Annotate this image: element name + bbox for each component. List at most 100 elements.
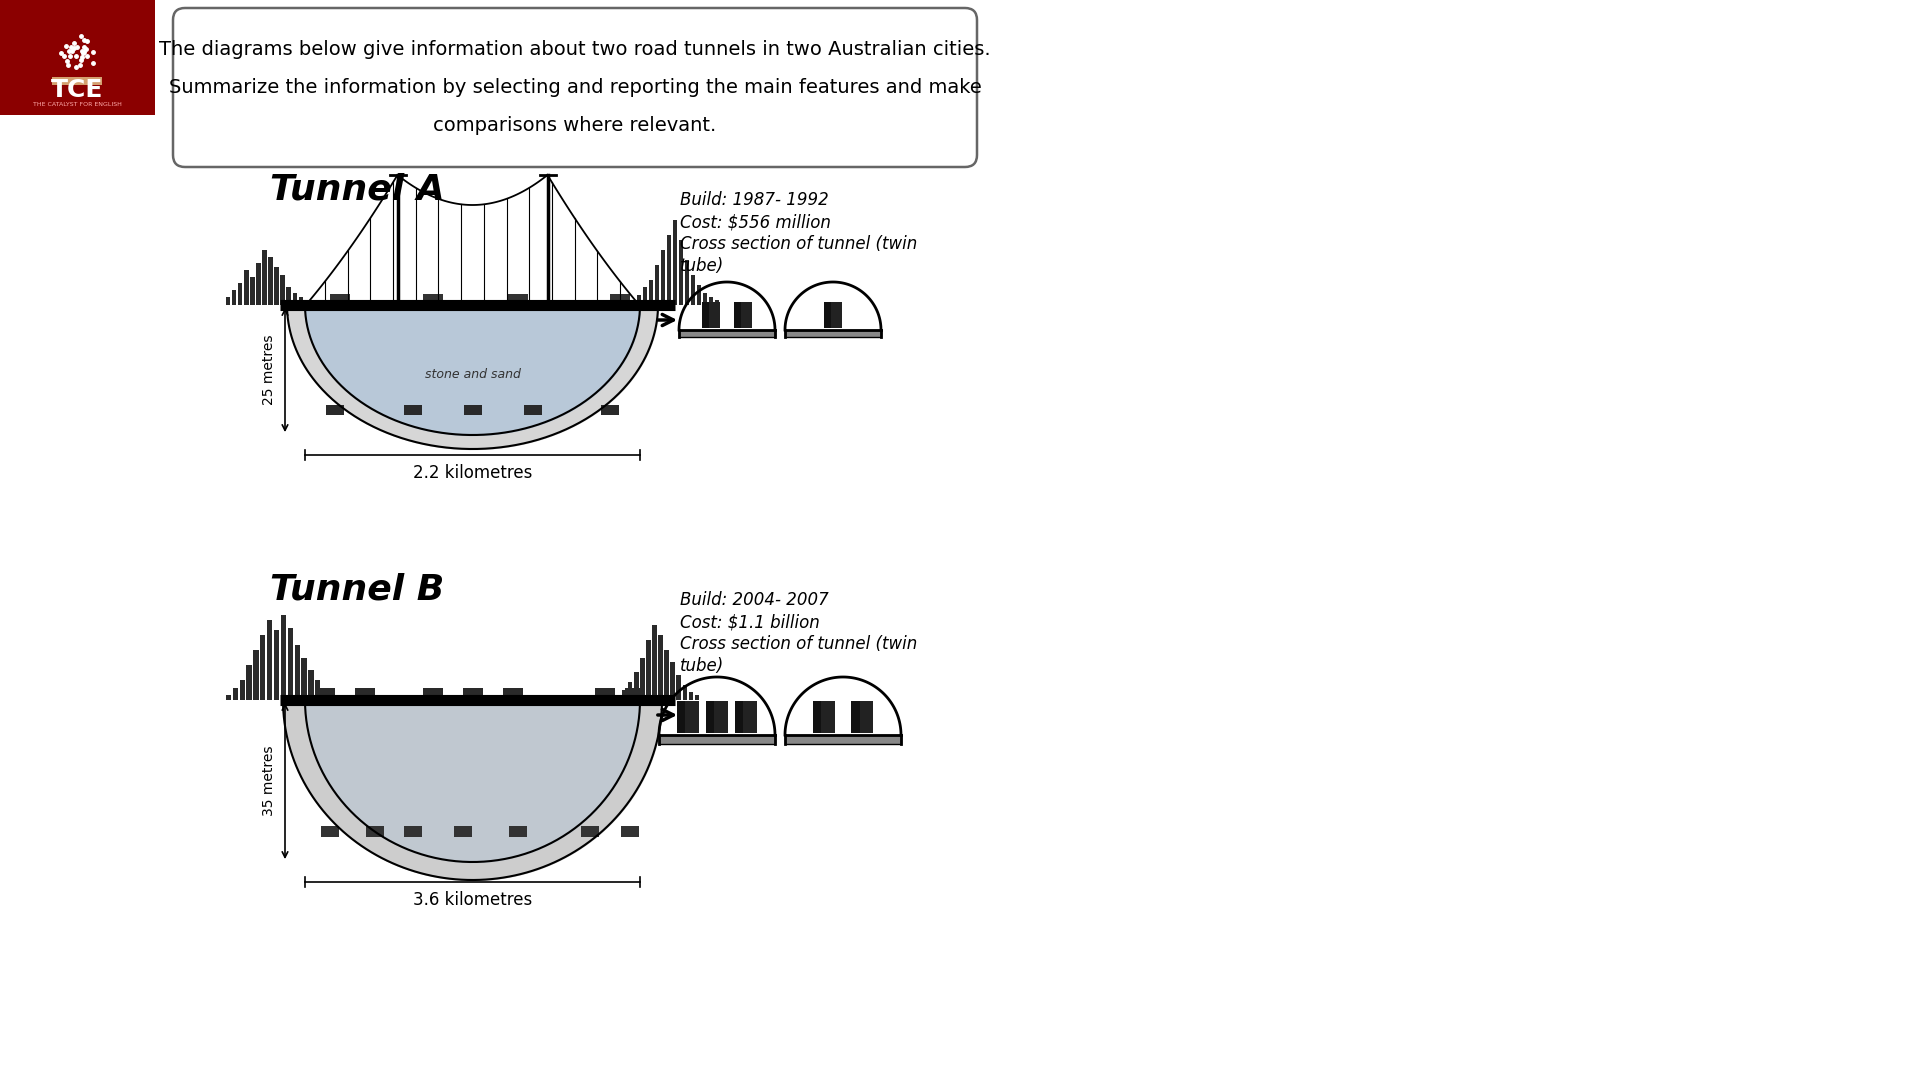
Bar — [275, 630, 278, 700]
Bar — [616, 696, 620, 700]
Text: Cost: $1.1 billion: Cost: $1.1 billion — [680, 613, 820, 631]
Bar — [524, 405, 541, 415]
Bar — [315, 680, 321, 700]
Bar — [244, 270, 248, 305]
Bar — [735, 701, 743, 733]
Bar — [292, 293, 298, 305]
Bar — [227, 696, 230, 700]
Bar — [634, 672, 639, 700]
Bar — [785, 330, 881, 337]
Bar — [660, 249, 664, 305]
Text: The diagrams below give information about two road tunnels in two Australian cit: The diagrams below give information abou… — [159, 40, 991, 59]
Bar — [659, 735, 776, 744]
Text: comparisons where relevant.: comparisons where relevant. — [434, 116, 716, 135]
Text: Summarize the information by selecting and reporting the main features and make: Summarize the information by selecting a… — [169, 78, 981, 97]
Text: Build: 1987- 1992: Build: 1987- 1992 — [680, 191, 829, 210]
Bar — [321, 826, 340, 837]
Bar — [655, 265, 659, 305]
Text: Cost: $556 million: Cost: $556 million — [680, 213, 831, 231]
Bar — [620, 826, 639, 837]
Bar — [507, 294, 528, 303]
Bar — [255, 264, 261, 305]
Bar — [582, 826, 599, 837]
Bar — [232, 291, 236, 305]
Text: TCE: TCE — [50, 78, 104, 102]
Bar — [463, 405, 482, 415]
Bar — [707, 701, 714, 733]
Text: Build: 2004- 2007: Build: 2004- 2007 — [680, 591, 829, 609]
Bar — [269, 257, 273, 305]
Bar — [632, 300, 636, 305]
Text: 35 metres: 35 metres — [261, 746, 276, 816]
Bar — [812, 701, 835, 733]
Bar — [240, 680, 244, 700]
Bar — [659, 635, 662, 700]
Text: Cross section of tunnel (twin: Cross section of tunnel (twin — [680, 635, 918, 653]
Bar — [355, 688, 374, 699]
Text: tube): tube) — [680, 257, 724, 275]
Bar — [672, 220, 678, 305]
Text: Cross section of tunnel (twin: Cross section of tunnel (twin — [680, 235, 918, 253]
FancyBboxPatch shape — [173, 8, 977, 167]
Bar — [664, 650, 668, 700]
Bar — [267, 620, 273, 700]
Text: tube): tube) — [680, 657, 724, 675]
Bar — [328, 696, 334, 700]
Bar — [611, 294, 630, 303]
Bar — [653, 625, 657, 700]
Bar — [0, 0, 156, 114]
Bar — [682, 685, 687, 700]
Text: 3.6 kilometres: 3.6 kilometres — [413, 891, 532, 909]
Bar — [263, 249, 267, 305]
Bar — [695, 696, 699, 700]
Bar — [851, 701, 874, 733]
Bar — [628, 681, 632, 700]
Text: Tunnel A: Tunnel A — [271, 173, 445, 207]
Bar — [52, 77, 102, 85]
Bar — [305, 300, 309, 305]
Bar — [315, 688, 334, 699]
Bar — [666, 235, 672, 305]
Bar — [670, 662, 676, 700]
Bar — [703, 293, 707, 305]
Bar — [275, 267, 278, 305]
Bar — [326, 405, 344, 415]
Bar — [680, 240, 684, 305]
Bar — [280, 615, 286, 700]
Bar — [622, 690, 626, 700]
Bar — [626, 688, 645, 699]
Bar — [367, 826, 384, 837]
Bar — [288, 627, 294, 700]
Bar — [785, 735, 900, 744]
Bar — [639, 658, 645, 700]
Bar — [647, 640, 651, 700]
Bar — [330, 294, 349, 303]
Bar — [453, 826, 472, 837]
Text: Tunnel B: Tunnel B — [271, 573, 444, 607]
Bar — [678, 701, 699, 733]
Bar — [637, 295, 641, 305]
Bar — [689, 692, 693, 700]
Text: THE CATALYST FOR ENGLISH: THE CATALYST FOR ENGLISH — [33, 103, 121, 108]
Bar — [733, 301, 753, 328]
Bar — [309, 670, 313, 700]
Bar — [649, 280, 653, 305]
Bar — [824, 301, 831, 328]
Bar — [253, 650, 259, 700]
Bar — [232, 688, 238, 700]
Bar — [707, 701, 728, 733]
Bar — [509, 826, 526, 837]
Bar — [676, 675, 682, 700]
Bar — [286, 287, 292, 305]
Bar — [238, 283, 242, 305]
Bar — [703, 301, 708, 328]
Bar — [463, 688, 482, 699]
Bar — [685, 260, 689, 305]
Bar — [851, 701, 860, 733]
Bar — [824, 301, 843, 328]
Bar — [280, 275, 284, 305]
Bar — [643, 287, 647, 305]
Bar — [680, 330, 776, 337]
Bar — [227, 297, 230, 305]
Bar — [601, 405, 618, 415]
